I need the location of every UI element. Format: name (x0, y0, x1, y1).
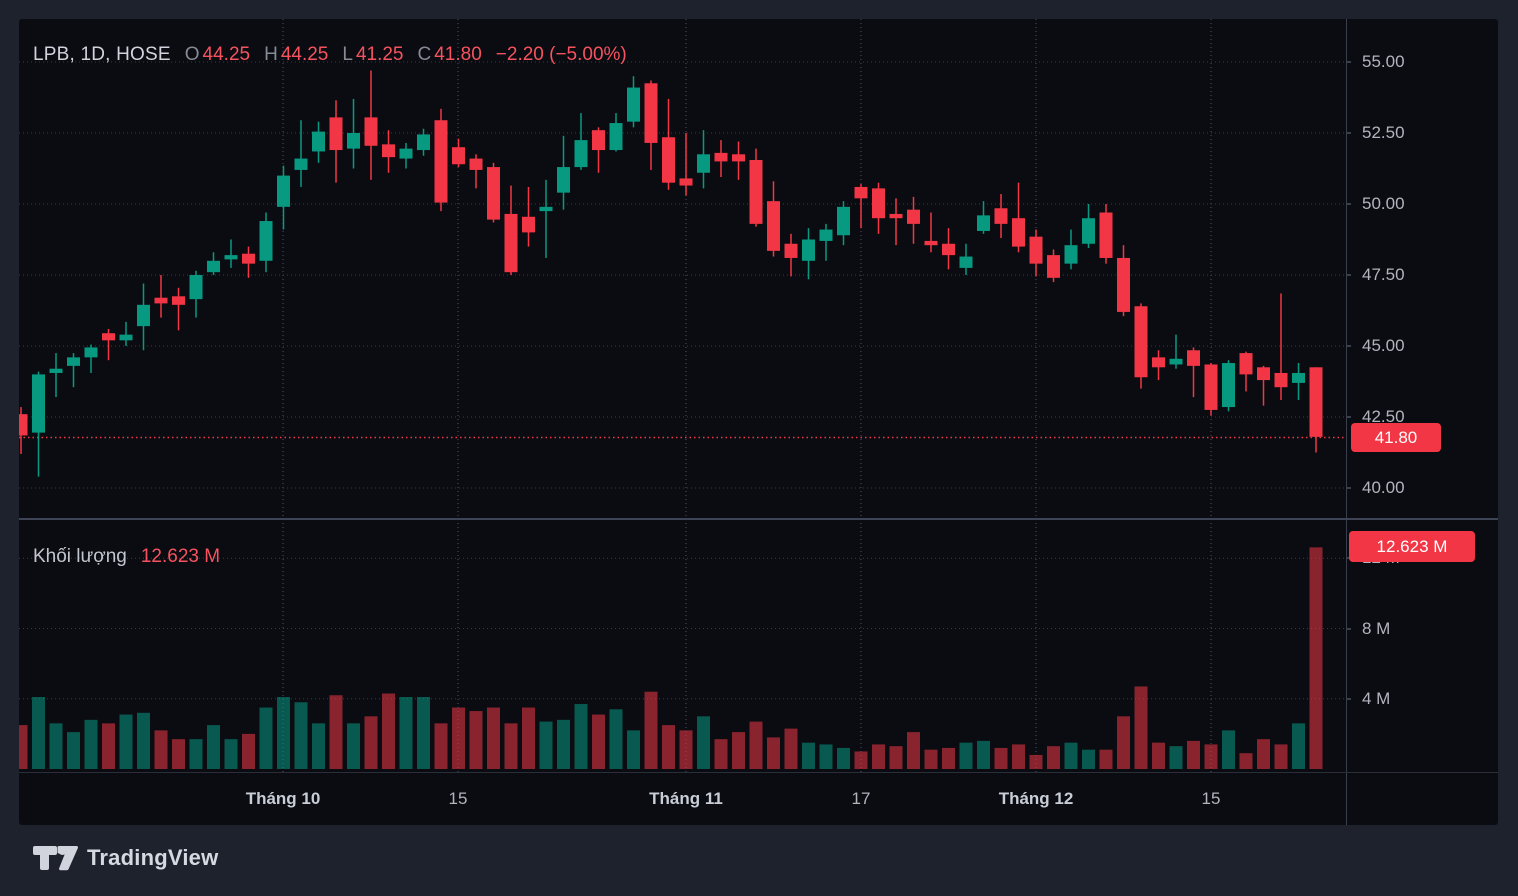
chart-widget (19, 19, 1498, 825)
time-tick-label: Tháng 10 (245, 789, 321, 808)
price-tick-label: 40.00 (1362, 478, 1405, 497)
price-tick-label: 50.00 (1362, 194, 1405, 213)
ohlc-low: L 41.25 (342, 44, 404, 65)
price-tick-label: 55.00 (1362, 52, 1405, 71)
volume-label[interactable]: Khối lượng (33, 546, 127, 567)
time-axis-border (19, 772, 1498, 773)
price-tick-label: 47.50 (1362, 265, 1405, 284)
axis-tick-mark (1346, 203, 1351, 205)
axis-tick-mark (1346, 274, 1351, 276)
price-change: −2.20 (−5.00%) (495, 44, 627, 65)
axis-tick-mark (1346, 487, 1351, 489)
volume-value: 12.623 M (140, 546, 221, 567)
time-tick-label: 15 (1201, 789, 1221, 808)
ohlc-high: H 44.25 (264, 44, 329, 65)
volume-tick-label: 4 M (1362, 688, 1391, 708)
axis-tick-mark (1346, 557, 1351, 560)
axis-tick-mark (1346, 627, 1351, 630)
time-tick-label: Tháng 11 (649, 789, 723, 808)
last-price-badge: 41.80 (1351, 423, 1441, 452)
price-axis-border (1346, 19, 1347, 825)
price-tick-label: 45.00 (1362, 336, 1405, 355)
axis-tick-mark (1346, 61, 1351, 63)
volume-tick-label: 8 M (1362, 618, 1391, 638)
symbol-title[interactable]: LPB, 1D, HOSE (33, 44, 171, 65)
symbol-legend: LPB, 1D, HOSE O 44.25 H 44.25 L 41.25 C 41.8… (33, 44, 627, 66)
time-tick-label: Tháng 12 (998, 789, 1074, 808)
time-tick-label: 17 (851, 789, 871, 808)
time-tick-label: 15 (448, 789, 468, 808)
axis-tick-mark (1346, 416, 1351, 418)
axis-tick-mark (1346, 345, 1351, 347)
axis-tick-mark (1346, 697, 1351, 700)
volume-legend: Khối lượng 12.623 M (33, 546, 220, 568)
ohlc-close: C 41.80 (417, 44, 482, 65)
price-tick-label: 42.50 (1362, 407, 1405, 426)
footer: TradingView (32, 844, 218, 872)
ohlc-open: O 44.25 (184, 44, 251, 65)
pane-separator[interactable] (19, 518, 1498, 520)
last-volume-badge: 12.623 M (1349, 531, 1475, 562)
tradingview-logo-icon[interactable] (32, 844, 78, 872)
tradingview-brand[interactable]: TradingView (87, 845, 219, 870)
price-tick-label: 52.50 (1362, 123, 1405, 142)
axis-tick-mark (1346, 132, 1351, 134)
